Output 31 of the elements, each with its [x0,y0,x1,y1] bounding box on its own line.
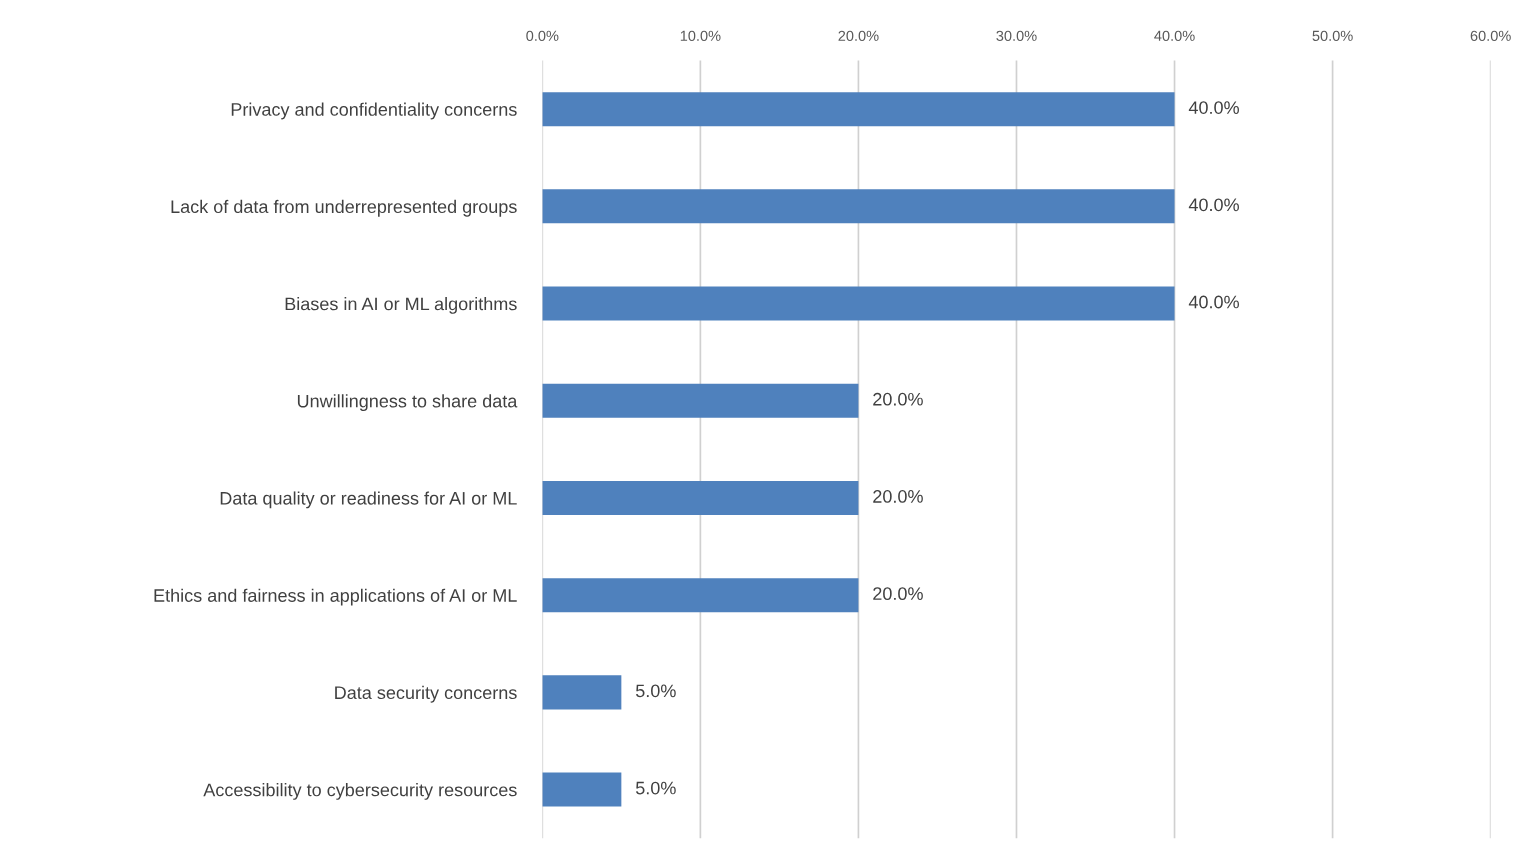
data-label: 5.0% [635,684,676,698]
y-tick-label: Ethics and fairness in applications of AI or ML [154,588,517,606]
x-tick-label: 0.0% [526,30,559,41]
data-label: 40.0% [1188,101,1239,114]
y-tick-label: Lack of data from underrepresented groups [171,199,517,217]
data-label: 5.0% [635,781,676,795]
data-label: 40.0% [1188,295,1239,309]
bar [542,675,622,710]
x-tick-label: 30.0% [996,30,1037,41]
bar [542,480,859,515]
bar [542,286,1175,321]
y-tick-label: Accessibility to cybersecurity resources [203,783,517,800]
y-tick-label: Biases in AI or ML algorithms [285,297,517,314]
x-tick-label: 50.0% [1312,30,1353,41]
y-tick-label: Privacy and confidentiality concerns [231,102,517,120]
data-label: 20.0% [873,392,923,406]
y-tick-label: Unwillingness to share data [297,394,518,412]
bar [542,92,1175,127]
x-tick-label: 10.0% [680,30,721,41]
x-tick-label: 40.0% [1154,30,1195,41]
bar [542,383,859,418]
bar [542,189,1175,224]
y-tick-label: Data security concerns [335,685,517,703]
y-tick-label: Data quality or readiness for AI or ML [220,491,517,509]
x-tick-label: 60.0% [1470,30,1511,41]
data-label: 40.0% [1188,198,1239,212]
data-label: 20.0% [873,490,923,503]
bar [542,578,859,613]
x-tick-label: 20.0% [838,30,879,41]
data-label: 20.0% [873,587,923,601]
bar [542,772,622,807]
